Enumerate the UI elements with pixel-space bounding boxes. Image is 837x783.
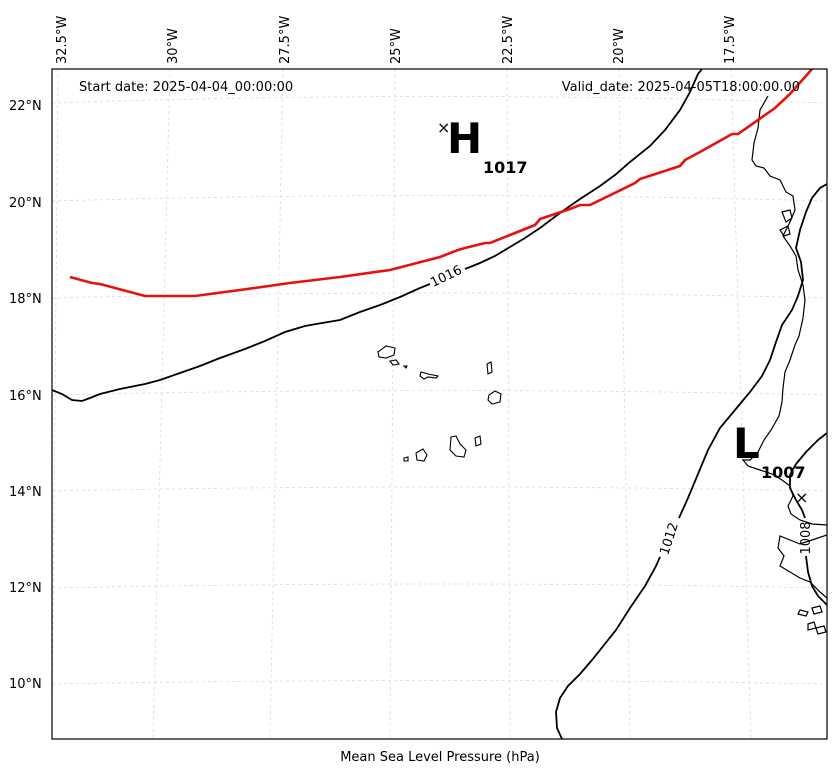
island-santo-antao (377, 345, 396, 359)
meridian-27-5w (269, 69, 284, 739)
low-letter: L (733, 419, 760, 468)
plot-frame (51, 68, 828, 740)
lat-label-16n: 16°N (9, 389, 42, 404)
lon-label-27-5w: 27.5°W (278, 16, 293, 64)
lat-label-12n: 12°N (9, 581, 42, 596)
lon-label-20w: 20°W (612, 28, 627, 64)
island-boa-vista (487, 390, 502, 405)
island-sao-vicente (389, 359, 400, 366)
coastline-islands-bijagos (797, 605, 827, 635)
high-center-marker: × (437, 118, 450, 137)
high-value: 1017 (483, 158, 528, 177)
parallel-22n (52, 96, 827, 104)
valid-date-label: Valid_date: 2025-04-05T18:00:00.00 (562, 80, 800, 95)
start-date-label: Start date: 2025-04-04_00:00:00 (79, 80, 293, 95)
island-sao-nicolau (419, 371, 440, 380)
parallel-14n (52, 486, 827, 492)
low-center-marker: × (795, 488, 808, 507)
latitude-labels: 22°N 20°N 18°N 16°N 14°N 12°N 10°N (9, 99, 42, 692)
high-pressure-center: × H 1017 (437, 114, 528, 177)
longitude-labels: 32.5°W 30°W 27.5°W 25°W 22.5°W 20°W 17.5… (55, 16, 738, 64)
parallel-16n (52, 390, 827, 396)
parallel-12n (52, 583, 827, 589)
isobar-1008 (789, 432, 827, 606)
isobar-label-1008: 1008 (799, 521, 814, 554)
meridian-32-5w (52, 69, 59, 739)
lat-label-10n: 10°N (9, 677, 42, 692)
x-axis-label: Mean Sea Level Pressure (hPa) (340, 750, 540, 765)
isobar-label-1016: 1016 (428, 263, 464, 291)
meridian-20w (618, 69, 631, 739)
coastline-africa (741, 95, 827, 526)
isobar-label-1012: 1012 (657, 521, 681, 557)
low-value: 1007 (761, 463, 806, 482)
lat-label-18n: 18°N (9, 292, 42, 307)
coastline-mauritania-bay (779, 209, 793, 237)
parallel-20n (52, 195, 827, 202)
meridian-22-5w (506, 69, 511, 739)
parallel-10n (52, 680, 827, 685)
front-line (69, 69, 814, 298)
lon-label-22-5w: 22.5°W (501, 16, 516, 64)
island-maio (474, 435, 482, 447)
low-pressure-center: L 1007 × (733, 419, 808, 507)
island-brava (403, 456, 409, 462)
meridian-30w (152, 69, 171, 739)
high-letter: H (447, 114, 482, 163)
lat-label-20n: 20°N (9, 196, 42, 211)
island-santa-luzia (402, 365, 408, 369)
isobar-1012 (555, 183, 827, 739)
island-santiago (449, 435, 467, 458)
island-fogo (415, 448, 428, 462)
graticule (52, 69, 827, 739)
cape-verde-islands (377, 345, 502, 462)
lat-label-22n: 22°N (9, 99, 42, 114)
lon-label-25w: 25°W (389, 28, 404, 64)
lon-label-17-5w: 17.5°W (723, 16, 738, 64)
meridian-25w (389, 69, 396, 739)
island-sal (486, 361, 493, 375)
lon-label-32-5w: 32.5°W (55, 16, 70, 64)
isobar-1016 (52, 69, 703, 402)
meridian-17-5w (730, 69, 752, 739)
lat-label-14n: 14°N (9, 485, 42, 500)
lon-label-30w: 30°W (166, 28, 181, 64)
